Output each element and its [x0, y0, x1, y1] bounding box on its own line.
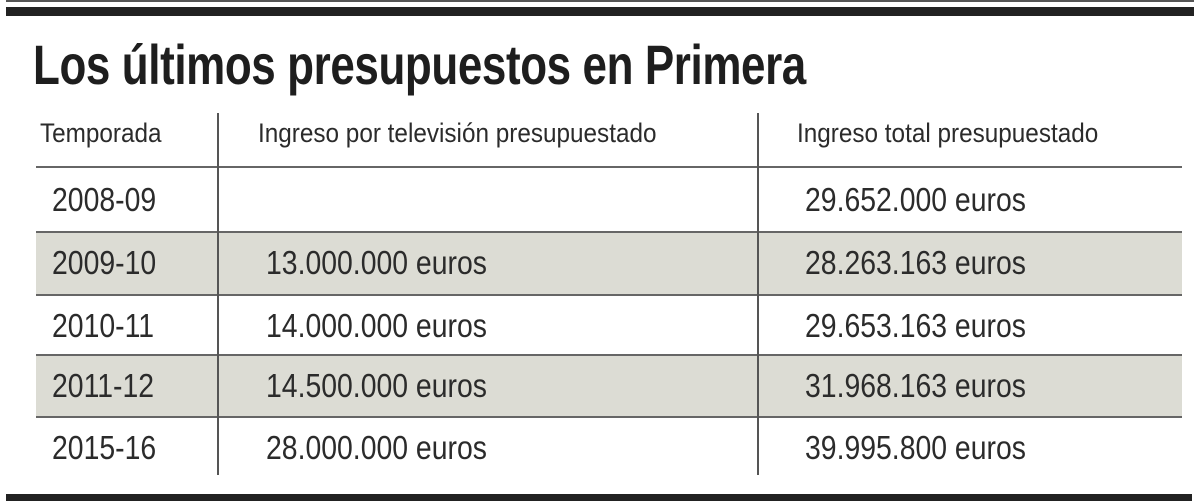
page-title: Los últimos presupuestos en Primera	[33, 33, 806, 96]
header-temporada: Temporada	[40, 118, 162, 148]
row-divider	[36, 354, 1182, 356]
row-divider	[36, 166, 1182, 168]
cell-tv-income: 14.500.000 euros	[266, 367, 487, 404]
table-row	[36, 233, 1182, 295]
cell-season: 2009-10	[52, 244, 157, 281]
cell-tv-income: 14.000.000 euros	[266, 307, 487, 344]
header-tv-income: Ingreso por televisión presupuestado	[258, 118, 657, 148]
cell-total-income: 28.263.163 euros	[805, 244, 1026, 281]
cell-total-income: 31.968.163 euros	[805, 367, 1026, 404]
row-divider	[36, 231, 1182, 233]
bottom-thick-rule	[6, 494, 1192, 501]
column-divider	[217, 113, 219, 475]
cell-season: 2010-11	[52, 307, 155, 344]
cell-season: 2008-09	[52, 181, 157, 218]
table-row	[36, 356, 1182, 417]
cell-total-income: 39.995.800 euros	[805, 429, 1026, 466]
top-thick-rule	[6, 7, 1194, 16]
cell-tv-income: 13.000.000 euros	[266, 244, 487, 281]
cell-season: 2015-16	[52, 429, 157, 466]
row-divider	[36, 416, 1182, 418]
cell-tv-income: 28.000.000 euros	[266, 429, 487, 466]
row-divider	[36, 294, 1182, 296]
cell-season: 2011-12	[52, 367, 155, 404]
column-divider	[757, 113, 759, 475]
top-thin-rule	[6, 0, 1194, 2]
cell-total-income: 29.653.163 euros	[805, 307, 1026, 344]
cell-total-income: 29.652.000 euros	[805, 181, 1026, 218]
header-total-income: Ingreso total presupuestado	[797, 118, 1099, 148]
